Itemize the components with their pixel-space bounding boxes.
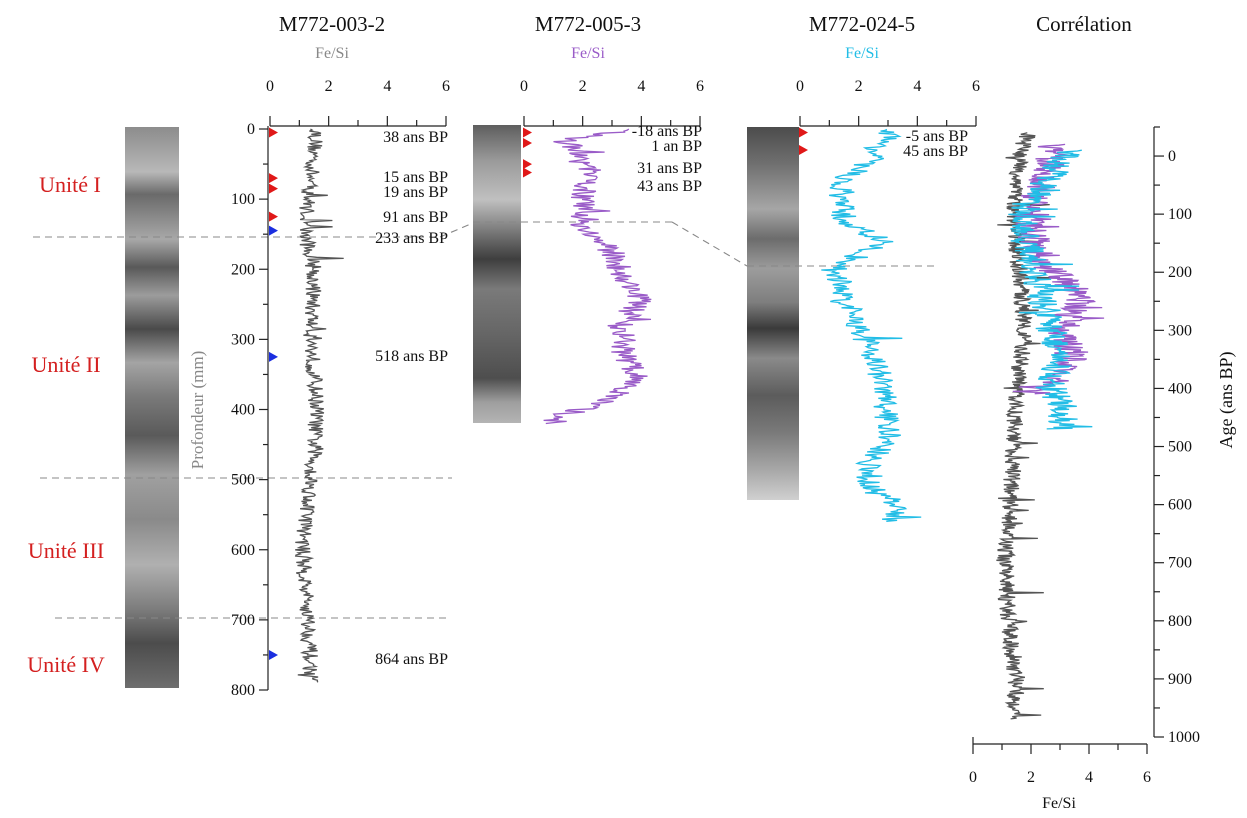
core-2-x-tick-label: 0 — [520, 78, 528, 95]
date-marker-blue — [269, 225, 278, 236]
correlation-series-3 — [1008, 149, 1093, 430]
age-tick-label: 1000 — [1168, 729, 1200, 746]
core-2-x-tick-label: 4 — [637, 78, 645, 95]
data-series — [294, 128, 1105, 720]
date-label: -18 ans BP — [632, 123, 702, 140]
depth-tick-label: 500 — [231, 472, 255, 489]
date-marker-red — [523, 127, 532, 138]
age-tick-label: 400 — [1168, 380, 1192, 397]
date-marker-red — [799, 127, 808, 138]
date-label: 19 ans BP — [383, 184, 448, 201]
core-photo-m772-024-5 — [747, 127, 799, 500]
core-title-2: M772-005-3 — [535, 12, 641, 36]
core-2-x-tick-label: 6 — [696, 78, 704, 95]
core-3-xlabel: Fe/Si — [845, 45, 879, 62]
core-3-x-tick-label: 0 — [796, 78, 804, 95]
date-marker-red — [269, 173, 278, 184]
date-label: 31 ans BP — [637, 160, 702, 177]
age-tick-label: 900 — [1168, 671, 1192, 688]
age-tick-label: 500 — [1168, 439, 1192, 456]
core-1-x-tick-label: 6 — [442, 78, 450, 95]
core-3-fesi-series — [821, 128, 922, 522]
core-title-1: M772-003-2 — [279, 12, 385, 36]
core-3-x-tick-label: 2 — [855, 78, 863, 95]
date-marker-red — [269, 127, 278, 138]
unit-label-4: Unité IV — [27, 652, 105, 677]
depth-axis-label: Profondeur (mm) — [188, 351, 207, 470]
date-label: 43 ans BP — [637, 178, 702, 195]
date-label: 45 ans BP — [903, 143, 968, 160]
correlation-series-1 — [996, 132, 1057, 720]
age-tick-label: 800 — [1168, 613, 1192, 630]
date-label: 864 ans BP — [375, 651, 448, 668]
age-tick-label: 300 — [1168, 322, 1192, 339]
date-marker-red — [523, 138, 532, 149]
unit-label-1: Unité I — [39, 172, 101, 197]
date-label: 518 ans BP — [375, 348, 448, 365]
age-axis-label: Age (ans BP) — [1216, 352, 1237, 449]
depth-tick-label: 600 — [231, 542, 255, 559]
core-title-3: M772-024-5 — [809, 12, 915, 36]
correlation-x-tick-label: 6 — [1143, 769, 1151, 786]
correlation-x-tick-label: 2 — [1027, 769, 1035, 786]
depth-tick-label: 700 — [231, 612, 255, 629]
date-label: 15 ans BP — [383, 169, 448, 186]
depth-tick-label: 300 — [231, 331, 255, 348]
core-3-x-tick-label: 6 — [972, 78, 980, 95]
date-marker-red — [523, 167, 532, 178]
correlation-x-tick-label: 4 — [1085, 769, 1093, 786]
date-label: 233 ans BP — [375, 230, 448, 247]
date-label: -5 ans BP — [906, 128, 968, 145]
date-label: 1 an BP — [651, 138, 702, 155]
unit-boundaries — [33, 221, 935, 619]
date-label: 38 ans BP — [383, 129, 448, 146]
age-tick-label: 100 — [1168, 206, 1192, 223]
depth-tick-label: 400 — [231, 402, 255, 419]
depth-tick-label: 200 — [231, 261, 255, 278]
core-1-fesi-series — [294, 128, 344, 683]
axes: 0 2 4 6 0 100 200 300 400 500 600 700 800 0 2 4 6 0 2 4 6 0 10… — [231, 78, 1200, 786]
core-photo-m772-003-2 — [125, 127, 179, 688]
core-1-x-tick-label: 0 — [266, 78, 274, 95]
date-marker-red — [523, 159, 532, 170]
date-marker-red — [269, 183, 278, 194]
depth-tick-label: 0 — [247, 121, 255, 138]
age-tick-label: 200 — [1168, 264, 1192, 281]
date-marker-blue — [269, 649, 278, 660]
depth-tick-label: 100 — [231, 191, 255, 208]
core-photo-m772-005-3 — [473, 125, 521, 423]
correlation-title: Corrélation — [1036, 12, 1132, 36]
core-2-fesi-series — [543, 128, 652, 425]
core-3-x-tick-label: 4 — [913, 78, 921, 95]
age-tick-label: 700 — [1168, 555, 1192, 572]
age-tick-label: 0 — [1168, 148, 1176, 165]
unit-label-3: Unité III — [28, 538, 104, 563]
date-marker-blue — [269, 351, 278, 362]
age-tick-label: 600 — [1168, 497, 1192, 514]
correlation-xlabel: Fe/Si — [1042, 795, 1076, 812]
date-marker-red — [799, 145, 808, 156]
core-2-xlabel: Fe/Si — [571, 45, 605, 62]
unit-label-2: Unité II — [31, 352, 100, 377]
date-label: 91 ans BP — [383, 209, 448, 226]
core-1-xlabel: Fe/Si — [315, 45, 349, 62]
correlation-x-tick-label: 0 — [969, 769, 977, 786]
core-1-x-tick-label: 4 — [383, 78, 391, 95]
date-marker-red — [269, 211, 278, 222]
core-1-x-tick-label: 2 — [325, 78, 333, 95]
core-2-x-tick-label: 2 — [579, 78, 587, 95]
depth-tick-label: 800 — [231, 682, 255, 699]
